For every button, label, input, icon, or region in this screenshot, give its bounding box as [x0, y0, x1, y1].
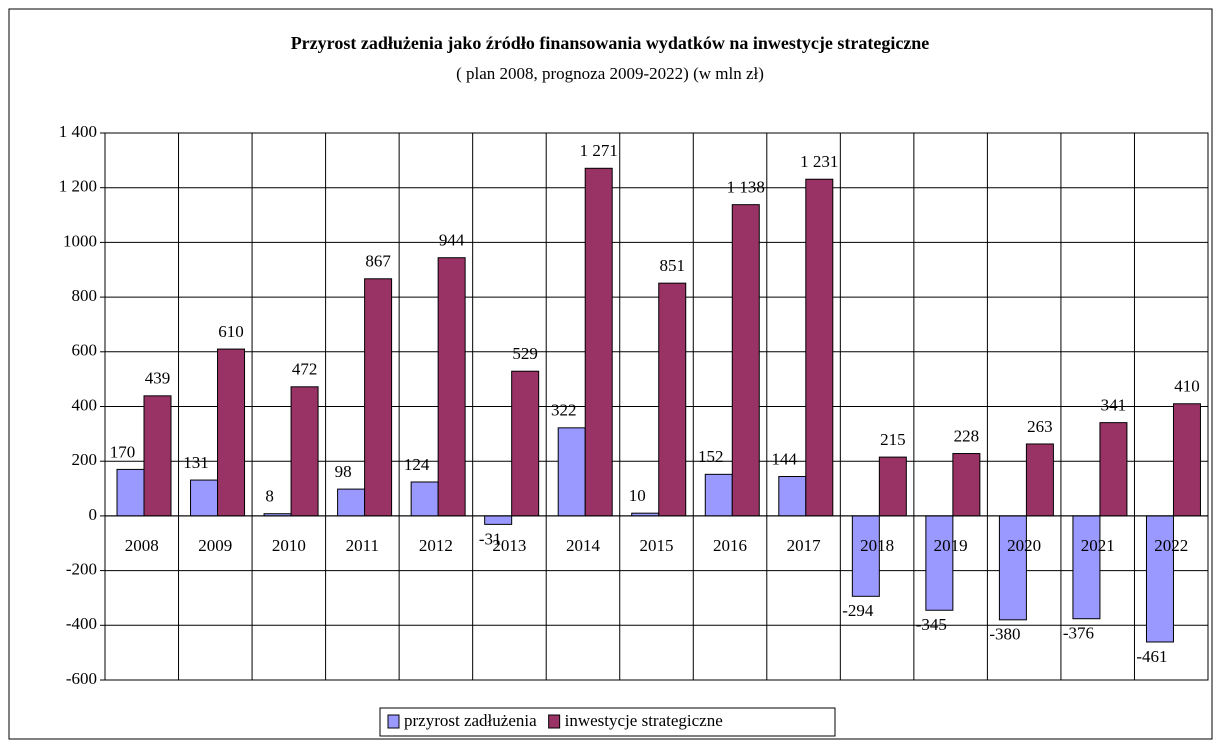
x-tick-label: 2011 — [346, 536, 379, 555]
data-label: 144 — [772, 449, 798, 468]
data-label: -345 — [916, 615, 947, 634]
bar — [557, 427, 586, 517]
bar — [731, 204, 760, 517]
y-tick-label: -400 — [66, 614, 97, 633]
bar — [1145, 515, 1174, 643]
chart-title: Przyrost zadłużenia jako źródło finansow… — [291, 33, 930, 53]
x-tick-label: 2014 — [566, 536, 601, 555]
x-tick-label: 2008 — [125, 536, 159, 555]
bar — [116, 468, 145, 517]
data-label: 322 — [551, 401, 577, 420]
bar — [143, 395, 172, 517]
data-label: 472 — [292, 360, 318, 379]
bar — [851, 515, 880, 597]
x-tick-label: 2020 — [1007, 536, 1041, 555]
data-label: 10 — [629, 486, 646, 505]
bar — [1025, 443, 1054, 517]
x-tick-label: 2013 — [492, 536, 526, 555]
y-tick-label: -200 — [66, 560, 97, 579]
data-label: 1 271 — [580, 141, 618, 160]
data-label: 152 — [698, 447, 724, 466]
data-label: 1 138 — [727, 178, 765, 197]
x-tick-label: 2012 — [419, 536, 453, 555]
legend-box — [379, 707, 836, 737]
data-label: 341 — [1101, 396, 1127, 415]
bar — [658, 282, 687, 517]
data-label: 944 — [439, 231, 465, 250]
x-tick-label: 2010 — [272, 536, 306, 555]
bar — [925, 515, 954, 611]
x-tick-label: 2021 — [1081, 536, 1115, 555]
legend-label: inwestycje strategiczne — [565, 711, 723, 730]
bar — [1072, 515, 1101, 620]
bar — [805, 178, 834, 517]
x-tick-label: 2019 — [934, 536, 968, 555]
bar — [778, 476, 807, 517]
data-label: 1 231 — [800, 152, 838, 171]
y-tick-label: 200 — [72, 450, 98, 469]
bar — [1099, 422, 1128, 517]
bar — [878, 456, 907, 517]
chart-subtitle: ( plan 2008, prognoza 2009-2022) (w mln … — [456, 64, 764, 83]
data-label: 170 — [110, 442, 136, 461]
data-label: 131 — [183, 453, 209, 472]
data-label: -376 — [1063, 624, 1094, 643]
data-label: -461 — [1136, 647, 1167, 666]
y-tick-label: 0 — [89, 505, 98, 524]
y-tick-label: 1 200 — [59, 177, 97, 196]
data-label: 439 — [145, 369, 171, 388]
y-tick-label: 1 400 — [59, 122, 97, 141]
x-tick-label: 2016 — [713, 536, 747, 555]
data-label: 263 — [1027, 417, 1053, 436]
bar — [998, 515, 1027, 621]
data-label: 851 — [659, 256, 685, 275]
data-label: 215 — [880, 430, 906, 449]
bar — [584, 167, 613, 517]
legend-label: przyrost zadłużenia — [404, 711, 537, 730]
data-label: -294 — [842, 601, 874, 620]
bar — [364, 278, 393, 517]
bar — [217, 348, 246, 517]
data-label: -31 — [479, 529, 502, 548]
plot-border — [104, 132, 1209, 681]
legend-swatch — [387, 714, 400, 729]
bar — [290, 386, 319, 517]
data-label: 867 — [365, 252, 391, 271]
x-tick-label: 2018 — [860, 536, 894, 555]
data-label: 529 — [512, 344, 538, 363]
y-tick-label: 400 — [72, 395, 98, 414]
data-label: 98 — [335, 462, 352, 481]
x-tick-label: 2015 — [640, 536, 674, 555]
x-tick-label: 2009 — [198, 536, 232, 555]
bar — [484, 515, 513, 525]
bar — [337, 488, 366, 517]
y-tick-label: -600 — [66, 669, 97, 688]
x-tick-label: 2017 — [787, 536, 822, 555]
data-label: 410 — [1174, 377, 1200, 396]
data-label: 610 — [218, 322, 244, 341]
y-tick-label: 1000 — [63, 231, 97, 250]
x-tick-label: 2022 — [1154, 536, 1188, 555]
y-tick-label: 600 — [72, 341, 98, 360]
bar — [952, 453, 981, 517]
bar — [704, 473, 733, 517]
bar — [1172, 403, 1201, 517]
bar — [437, 257, 466, 517]
data-label: -380 — [989, 625, 1020, 644]
legend-swatch — [548, 714, 561, 729]
bar — [190, 479, 219, 517]
data-label: 124 — [404, 455, 430, 474]
y-tick-label: 800 — [72, 286, 98, 305]
data-label: 8 — [265, 487, 274, 506]
bar — [410, 481, 439, 517]
data-label: 228 — [954, 426, 980, 445]
bar — [511, 370, 540, 517]
